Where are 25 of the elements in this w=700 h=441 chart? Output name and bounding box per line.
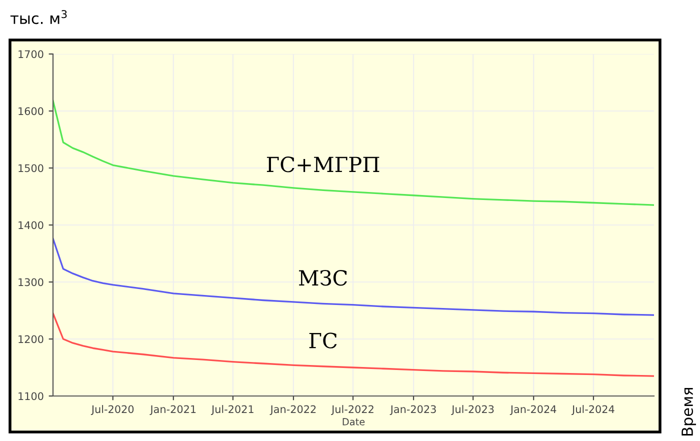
y-tick-label: 1100	[18, 392, 44, 400]
y-tick-label: 1700	[18, 50, 44, 58]
x-axis-title: Date	[342, 418, 365, 426]
y-tick-label: 1600	[18, 107, 44, 116]
line-series	[53, 312, 654, 377]
series-label: ГС+МГРП	[266, 156, 380, 172]
x-tick-label: Jul-2023	[451, 405, 494, 416]
y-tick-label: 1300	[18, 278, 44, 286]
x-tick-label: Jul-2022	[331, 405, 374, 416]
x-tick-label: Jan-2024	[510, 405, 556, 416]
text: Время	[682, 388, 696, 436]
series-label: ГС	[309, 332, 337, 348]
y-tick-label: 1400	[18, 221, 44, 230]
x-tick-label: Jul-2021	[210, 405, 254, 416]
series-label: МЗС	[298, 270, 347, 286]
x-tick-label: Jan-2023	[390, 405, 436, 416]
y-tick-label: 1200	[18, 335, 44, 344]
x-tick-label: Jul-2020	[90, 405, 134, 416]
line-series	[53, 238, 654, 316]
x-tick-label: Jan-2022	[270, 405, 316, 416]
line-series	[53, 100, 654, 206]
y-axis-title: тыс. м$^{3}$	[10, 10, 67, 24]
x-tick-label: Jul-2024	[572, 405, 614, 416]
x-tick-label: Jan-2021	[150, 405, 196, 416]
y-tick-label: 1500	[18, 164, 44, 172]
